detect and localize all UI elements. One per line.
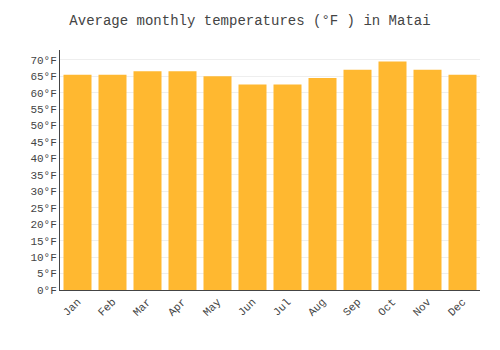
svg-text:35°F: 35°F: [30, 170, 56, 182]
svg-text:65°F: 65°F: [30, 71, 56, 83]
svg-text:Sep: Sep: [341, 296, 363, 318]
svg-text:May: May: [201, 296, 224, 319]
svg-text:40°F: 40°F: [30, 153, 56, 165]
svg-text:25°F: 25°F: [30, 203, 56, 215]
svg-text:Jul: Jul: [271, 296, 293, 318]
svg-text:Apr: Apr: [166, 296, 188, 318]
svg-text:45°F: 45°F: [30, 137, 56, 149]
svg-text:Aug: Aug: [306, 296, 328, 318]
svg-text:Jun: Jun: [236, 296, 258, 318]
svg-text:Nov: Nov: [411, 296, 434, 319]
svg-text:Mar: Mar: [131, 296, 153, 318]
svg-text:10°F: 10°F: [30, 252, 56, 264]
svg-text:15°F: 15°F: [30, 236, 56, 248]
svg-text:50°F: 50°F: [30, 120, 56, 132]
svg-text:5°F: 5°F: [37, 268, 57, 280]
svg-text:Oct: Oct: [376, 296, 398, 318]
svg-text:0°F: 0°F: [37, 285, 57, 297]
svg-text:55°F: 55°F: [30, 104, 56, 116]
svg-text:Feb: Feb: [96, 296, 118, 318]
svg-text:Dec: Dec: [446, 296, 468, 318]
svg-text:60°F: 60°F: [30, 88, 56, 100]
svg-text:20°F: 20°F: [30, 219, 56, 231]
svg-text:Jan: Jan: [61, 296, 83, 318]
svg-text:Average monthly temperatures (: Average monthly temperatures (°F ) in Ma…: [69, 13, 430, 29]
svg-text:70°F: 70°F: [30, 55, 56, 67]
svg-text:30°F: 30°F: [30, 186, 56, 198]
